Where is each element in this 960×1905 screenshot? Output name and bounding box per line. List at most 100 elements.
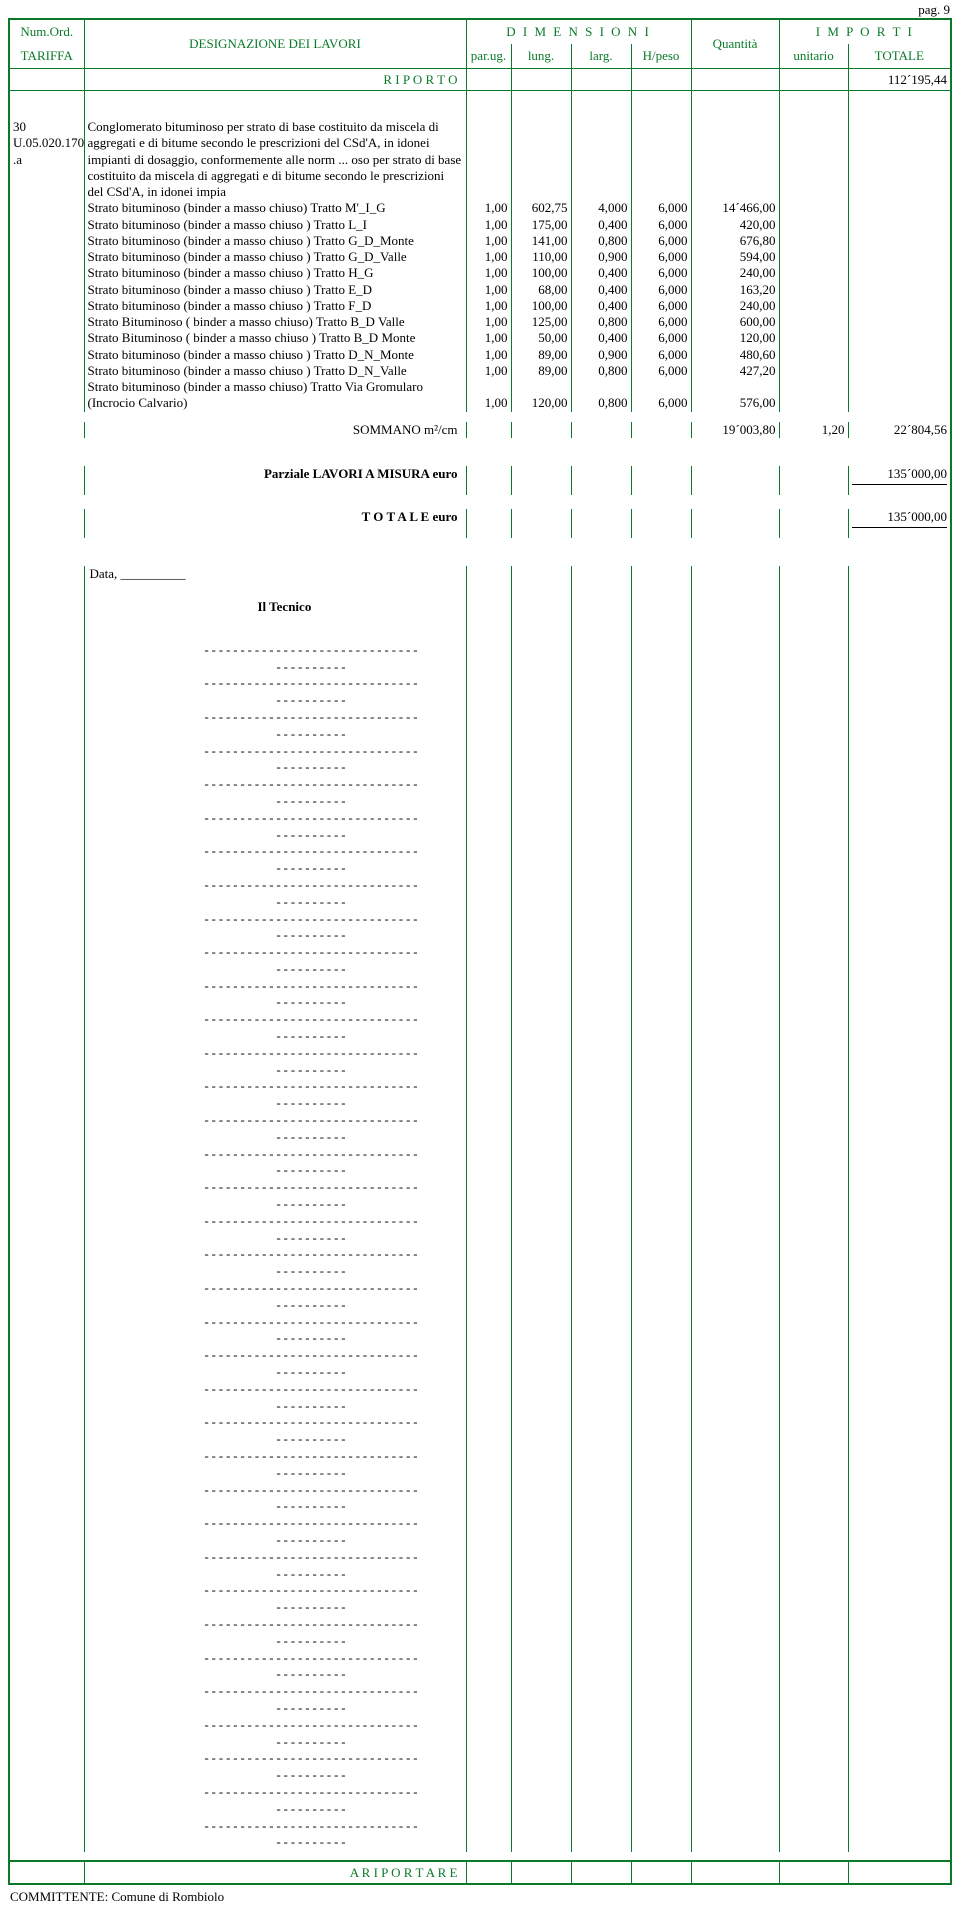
signature-line: ---------------------------------------- [200,1819,423,1853]
row-quant: 600,00 [691,314,779,330]
cell [511,69,571,91]
row-parug: 1,00 [466,233,511,249]
row-lung: 141,00 [511,233,571,249]
row-larg: 0,400 [571,282,631,298]
footer-row: A R I P O R T A R E [10,1860,950,1883]
cell [466,1861,511,1883]
cell [691,1861,779,1883]
row-lung: 68,00 [511,282,571,298]
table-row: Strato bituminoso (binder a masso chiuso… [10,249,950,265]
signature-line: ---------------------------------------- [200,1550,423,1584]
hdr-designazione: DESIGNAZIONE DEI LAVORI [84,20,466,68]
row-larg: 0,400 [571,265,631,281]
row-lung: 120,00 [511,395,571,411]
row-desc: Strato Bituminoso ( binder a masso chius… [84,330,466,346]
signature-line: ---------------------------------------- [200,1113,423,1147]
table-row: Strato bituminoso (binder a masso chiuso… [10,217,950,233]
row-lung: 100,00 [511,298,571,314]
table-row: Strato bituminoso (binder a masso chiuso… [10,298,950,314]
row-quant: 676,80 [691,233,779,249]
sommano-q: 19´003,80 [691,422,779,438]
row-lung: 89,00 [511,347,571,363]
table-row: Strato bituminoso (binder a masso chiuso… [10,347,950,363]
row-desc: Strato bituminoso (binder a masso chiuso… [84,265,466,281]
signature-line: ---------------------------------------- [200,979,423,1013]
table-row: Strato Bituminoso ( binder a masso chius… [10,314,950,330]
row-desc: (Incrocio Calvario) [84,395,466,411]
cell [10,69,84,91]
item-intro-row: 30 U.05.020.170 .a Conglomerato bitumino… [10,119,950,200]
signature-line: ---------------------------------------- [200,811,423,845]
row-hpeso: 6,000 [631,314,691,330]
riporto-label: R I P O R T O [84,69,466,91]
row-larg: 4,000 [571,200,631,216]
row-hpeso: 6,000 [631,217,691,233]
cell [779,1861,848,1883]
signature-line: ---------------------------------------- [200,710,423,744]
table-row: Strato bituminoso (binder a masso chiuso… [10,265,950,281]
cell [631,69,691,91]
row-lung: 100,00 [511,265,571,281]
signature-line: ---------------------------------------- [200,1483,423,1517]
row-hpeso: 6,000 [631,347,691,363]
table-row: Strato Bituminoso ( binder a masso chius… [10,330,950,346]
parziale-value: 135´000,00 [848,466,950,495]
signature-line: ---------------------------------------- [200,912,423,946]
row-parug: 1,00 [466,200,511,216]
riportare-label: A R I P O R T A R E [84,1861,466,1883]
row-desc: Strato bituminoso (binder a masso chiuso… [84,379,466,395]
row-quant: 240,00 [691,298,779,314]
hdr-larg: larg. [571,44,631,68]
row-quant: 240,00 [691,265,779,281]
row-larg: 0,400 [571,330,631,346]
signature-line: ---------------------------------------- [200,1348,423,1382]
totale-value-text: 135´000,00 [887,509,947,524]
row-lung: 602,75 [511,200,571,216]
cell [10,1861,84,1883]
cell [691,69,779,91]
signature-line: ---------------------------------------- [200,1718,423,1752]
signature-line: ---------------------------------------- [200,1651,423,1685]
hdr-tariffa: TARIFFA [10,44,84,68]
signature-line: ---------------------------------------- [200,777,423,811]
signature-line: ---------------------------------------- [200,1247,423,1281]
row-hpeso: 6,000 [631,200,691,216]
signoff-row: Data, __________ Il Tecnico ------------… [10,566,950,1852]
cell [511,1861,571,1883]
hdr-unitario: unitario [779,44,848,68]
signature-line: ---------------------------------------- [200,744,423,778]
row-parug: 1,00 [466,395,511,411]
totale-value: 135´000,00 [848,509,950,538]
parziale-row: Parziale LAVORI A MISURA euro 135´000,00 [10,466,950,495]
riporto-row: R I P O R T O 112´195,44 [10,68,950,91]
row-quant: 420,00 [691,217,779,233]
hdr-hpeso: H/peso [631,44,691,68]
row-parug: 1,00 [466,265,511,281]
signature-line: ---------------------------------------- [200,1785,423,1819]
signature-line: ---------------------------------------- [200,1281,423,1315]
row-desc: Strato bituminoso (binder a masso chiuso… [84,233,466,249]
row-larg: 0,800 [571,395,631,411]
table-row: Strato bituminoso (binder a masso chiuso… [10,233,950,249]
row-hpeso: 6,000 [631,249,691,265]
row-larg: 0,800 [571,363,631,379]
row-quant: 120,00 [691,330,779,346]
signature-line: ---------------------------------------- [200,1684,423,1718]
signature-lines: ----------------------------------------… [88,643,463,1852]
item-code-l3: .a [13,152,22,167]
page-number: pag. 9 [0,0,960,18]
row-desc: Strato bituminoso (binder a masso chiuso… [84,200,466,216]
row-parug: 1,00 [466,282,511,298]
cell [779,69,848,91]
row-parug: 1,00 [466,217,511,233]
signature-line: ---------------------------------------- [200,643,423,677]
row-larg: 0,400 [571,217,631,233]
row-desc: Strato Bituminoso ( binder a masso chius… [84,314,466,330]
underline [852,527,948,528]
signature-line: ---------------------------------------- [200,1079,423,1113]
parziale-value-text: 135´000,00 [887,466,947,481]
riporto-totale: 112´195,44 [848,69,950,91]
row-quant: 14´466,00 [691,200,779,216]
row-lung: 110,00 [511,249,571,265]
signature-line: ---------------------------------------- [200,844,423,878]
